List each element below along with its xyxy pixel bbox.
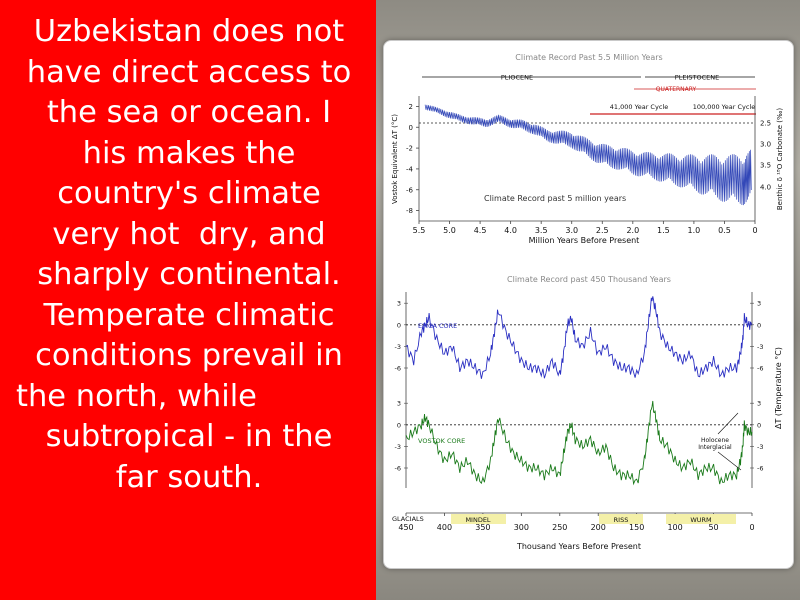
chart1-y-tick-label: -6 — [406, 186, 414, 194]
chart1-x-tick-label: 4.0 — [504, 226, 517, 235]
text-line: Uzbekistan does not — [33, 14, 345, 49]
chart1-xlabel: Million Years Before Present — [529, 236, 640, 245]
chart2-series-line — [405, 296, 753, 379]
chart2-y-right-tick-label: -3 — [757, 343, 763, 351]
holocene-pointer-1 — [717, 412, 739, 435]
chart1-x-tick-label: 5.5 — [413, 226, 426, 235]
chart2-y-right-tick-label: 3 — [757, 300, 761, 308]
chart1-x-tick-label: 4.5 — [474, 226, 487, 235]
period-quaternary: QUATERNARY — [656, 86, 697, 93]
chart1-y-right-tick-label: 3.0 — [760, 141, 771, 149]
chart1-x-tick-label: 0.5 — [718, 226, 731, 235]
chart2-x-tick-label: 250 — [552, 523, 567, 532]
chart2-y-tick-label: 0 — [397, 321, 401, 329]
chart1-x-tick-label: 2.5 — [596, 226, 609, 235]
epica-label: EPICA CORE — [418, 322, 457, 330]
text-line: conditions prevail in — [35, 338, 343, 373]
text-line: sharply continental. — [37, 257, 341, 292]
chart2-y-tick-label: -3 — [395, 443, 401, 451]
chart1-title: Climate Record Past 5.5 Million Years — [515, 53, 662, 62]
chart2-x-tick-label: 450 — [398, 523, 413, 532]
chart2-x-tick-label: 200 — [591, 523, 606, 532]
text-line: very hot dry, and — [52, 216, 326, 252]
chart2-y-right-tick-label: -6 — [757, 465, 763, 473]
chart1-annotation: Climate Record past 5 million years — [484, 194, 626, 203]
text-line: subtropical - in the — [45, 419, 333, 454]
chart2-x-tick-label: 50 — [708, 523, 718, 532]
holocene-pointer-2 — [717, 451, 742, 471]
chart2-x-tick-label: 100 — [667, 523, 682, 532]
chart2-x-tick-label: 400 — [437, 523, 452, 532]
chart2-title: Climate Record past 450 Thousand Years — [507, 275, 671, 284]
interglacial-label: Interglacial — [698, 444, 732, 451]
chart1-x-tick-label: 5.0 — [443, 226, 456, 235]
glacials-label: GLACIALS — [392, 515, 424, 523]
chart1-series-line — [424, 104, 752, 206]
chart2-x-tick-label: 150 — [629, 523, 644, 532]
text-line: the sea or ocean. I — [46, 95, 332, 130]
chart1-ylabel: Vostok Equivalent ΔT (°C) — [391, 114, 399, 204]
mindel-label: MINDEL — [465, 516, 490, 524]
wurm-band — [666, 514, 736, 524]
chart2-y-tick-label: -3 — [395, 343, 401, 351]
chart2-y-right-tick-label: 0 — [757, 421, 761, 429]
chart2-y-tick-label: 3 — [397, 400, 401, 408]
chart1-y-tick-label: 0 — [409, 124, 413, 132]
chart1-ylabel-right: Benthic δ ¹⁸O Carbonate (‰) — [776, 108, 784, 211]
chart2-x-tick-label: 300 — [514, 523, 529, 532]
chart1-y-tick-label: 2 — [409, 103, 413, 111]
slide-text: Uzbekistan does not have direct access to… — [6, 12, 372, 498]
chart2-y-tick-label: 3 — [397, 300, 401, 308]
chart1-y-right-tick-label: 4.0 — [760, 184, 771, 192]
chart2-y-right-tick-label: 0 — [757, 321, 761, 329]
riss-band — [599, 514, 643, 524]
wurm-label: WURM — [690, 516, 711, 524]
chart2-series-line — [405, 400, 753, 486]
mindel-band — [451, 514, 506, 524]
chart2-y-tick-label: -6 — [395, 465, 401, 473]
text-line: far south. — [115, 459, 263, 495]
chart2-y-tick-label: 0 — [397, 421, 401, 429]
cycle-100k: 100,000 Year Cycle — [693, 103, 756, 111]
chart1-y-right-tick-label: 2.5 — [760, 120, 771, 128]
period-pleistocene: PLEISTOCENE — [675, 74, 719, 82]
chart-450-thousand-years: Climate Record past 450 Thousand Years 4… — [392, 275, 783, 551]
chart2-x-tick-label: 350 — [475, 523, 490, 532]
chart2-y-tick-label: -6 — [395, 365, 401, 373]
chart1-x-tick-label: 3.5 — [535, 226, 548, 235]
chart2-y-right-tick-label: -6 — [757, 365, 763, 373]
chart1-x-tick-label: 1.0 — [688, 226, 701, 235]
period-pliocene: PLIOCENE — [501, 74, 533, 82]
holocene-label: Holocene — [701, 437, 729, 444]
text-line: Temperate climatic — [43, 297, 335, 333]
vostok-label: VOSTOK CORE — [418, 437, 465, 445]
chart1-y-tick-label: -8 — [406, 207, 413, 215]
text-line: the north, while — [16, 378, 257, 414]
cycle-41k: 41,000 Year Cycle — [610, 103, 668, 111]
chart1-x-tick-label: 0 — [752, 226, 757, 235]
chart1-y-tick-label: -4 — [406, 165, 414, 173]
chart1-x-tick-label: 1.5 — [657, 226, 670, 235]
chart1-y-right-tick-label: 3.5 — [760, 162, 771, 170]
climate-figure-card: Climate Record Past 5.5 Million Years PL… — [383, 40, 794, 569]
chart2-y-right-tick-label: 3 — [757, 400, 761, 408]
chart-5-5-million-years: Climate Record Past 5.5 Million Years PL… — [391, 53, 784, 245]
chart1-x-tick-label: 2.0 — [626, 226, 639, 235]
text-line: his makes the — [82, 135, 296, 171]
chart2-x-tick-label: 0 — [749, 523, 754, 532]
chart2-ylabel-right: ΔT (Temperature °C) — [774, 347, 783, 429]
chart2-xlabel: Thousand Years Before Present — [516, 542, 641, 551]
riss-label: RISS — [614, 516, 629, 524]
text-line: have direct access to — [26, 54, 352, 90]
chart1-y-tick-label: -2 — [406, 145, 413, 153]
chart2-y-right-tick-label: -3 — [757, 443, 763, 451]
text-panel: Uzbekistan does not have direct access to… — [0, 0, 376, 600]
chart1-x-tick-label: 3.0 — [565, 226, 578, 235]
text-line: country's climate — [57, 176, 321, 211]
